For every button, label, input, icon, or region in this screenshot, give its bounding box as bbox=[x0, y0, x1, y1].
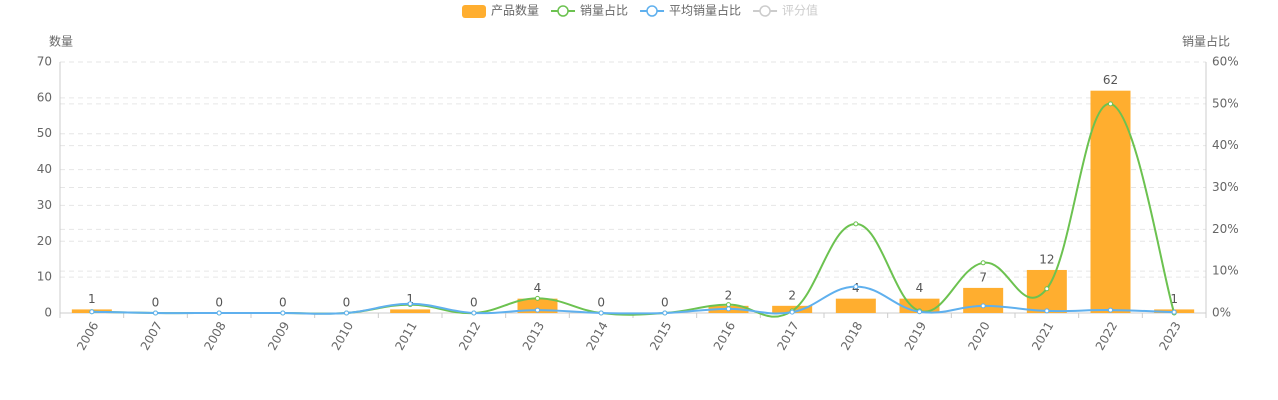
y-tick-label: 60 bbox=[37, 90, 52, 104]
x-tick-label: 2018 bbox=[838, 319, 865, 352]
x-tick-label: 2023 bbox=[1156, 319, 1183, 352]
legend-label: 销量占比 bbox=[580, 3, 628, 18]
data-label: 1 bbox=[406, 292, 414, 306]
y-tick-label: 40 bbox=[37, 162, 52, 176]
x-tick-label: 2016 bbox=[711, 319, 738, 352]
x-tick-label: 2020 bbox=[965, 319, 992, 352]
x-tick-label: 2010 bbox=[329, 319, 356, 352]
legend-swatch bbox=[462, 5, 486, 18]
data-label: 12 bbox=[1039, 252, 1054, 266]
line-point bbox=[980, 303, 986, 309]
bar bbox=[1090, 90, 1131, 313]
y-tick-label: 70 bbox=[37, 55, 52, 69]
y-axis-name: 数量 bbox=[49, 34, 73, 49]
y-tick-label: 10 bbox=[37, 270, 52, 284]
legend: 产品数量 销量占比 平均销量占比 评分值 bbox=[462, 3, 818, 19]
line-point bbox=[153, 310, 158, 316]
y2-tick-label: 50% bbox=[1212, 96, 1239, 110]
legend-item[interactable]: 评分值 bbox=[753, 3, 818, 18]
line-point bbox=[1171, 309, 1177, 315]
x-tick-label: 2019 bbox=[902, 319, 929, 352]
legend-item[interactable]: 产品数量 bbox=[462, 3, 539, 19]
line-point bbox=[789, 309, 795, 315]
legend-label: 评分值 bbox=[782, 3, 818, 18]
line-point bbox=[535, 295, 540, 301]
data-label: 0 bbox=[470, 296, 478, 310]
line-point bbox=[280, 310, 286, 316]
data-label: 0 bbox=[661, 296, 669, 310]
line-point bbox=[471, 310, 477, 316]
x-tick-label: 2008 bbox=[201, 319, 228, 352]
y2-tick-label: 0% bbox=[1212, 306, 1231, 320]
legend-label: 平均销量占比 bbox=[669, 3, 741, 18]
y2-tick-label: 40% bbox=[1212, 138, 1239, 152]
data-label: 0 bbox=[215, 296, 223, 310]
legend-item[interactable]: 销量占比 bbox=[551, 3, 628, 18]
bar bbox=[963, 287, 1004, 313]
line-point bbox=[662, 310, 668, 316]
line bbox=[91, 102, 1176, 318]
x-tick-label: 2014 bbox=[583, 319, 610, 352]
line-point bbox=[1044, 286, 1050, 292]
y2-axis-name: 销量占比 bbox=[1182, 34, 1230, 49]
x-tick-label: 2021 bbox=[1029, 319, 1056, 352]
line-point bbox=[1108, 307, 1113, 313]
data-label: 2 bbox=[725, 288, 733, 302]
y2-tick-label: 60% bbox=[1212, 55, 1239, 69]
x-tick-label: 2012 bbox=[456, 319, 483, 352]
x-tick-label: 2007 bbox=[138, 319, 165, 352]
line-point bbox=[344, 310, 349, 316]
bar bbox=[835, 298, 876, 313]
line-point bbox=[1108, 101, 1113, 107]
line-point bbox=[853, 221, 859, 227]
x-tick-label: 2009 bbox=[265, 319, 292, 352]
line-point bbox=[535, 307, 540, 313]
line-point bbox=[726, 302, 731, 308]
legend-swatch bbox=[759, 5, 771, 17]
x-tick-label: 2017 bbox=[774, 319, 801, 352]
line-point bbox=[598, 310, 604, 316]
y2-tick-label: 30% bbox=[1212, 180, 1239, 194]
legend-label: 产品数量 bbox=[491, 3, 539, 18]
data-label: 0 bbox=[152, 296, 160, 310]
y2-tick-label: 10% bbox=[1212, 264, 1239, 278]
x-tick-label: 2011 bbox=[392, 319, 419, 352]
bar bbox=[390, 309, 431, 313]
y-tick-label: 30 bbox=[37, 198, 52, 212]
data-label: 4 bbox=[534, 281, 542, 295]
data-label: 2 bbox=[788, 288, 796, 302]
line bbox=[91, 285, 1175, 315]
data-label: 4 bbox=[916, 281, 924, 295]
line-point bbox=[407, 301, 413, 307]
y-tick-label: 0 bbox=[44, 306, 52, 320]
data-label: 0 bbox=[597, 296, 605, 310]
x-tick-label: 2006 bbox=[74, 319, 101, 352]
y-tick-label: 20 bbox=[37, 234, 52, 248]
legend-swatch bbox=[557, 5, 569, 17]
data-label: 1 bbox=[88, 292, 96, 306]
legend-item[interactable]: 平均销量占比 bbox=[640, 3, 741, 18]
line-point bbox=[1044, 308, 1050, 314]
line-point bbox=[726, 306, 731, 312]
bar bbox=[1026, 269, 1067, 313]
legend-swatch bbox=[646, 5, 658, 17]
data-label: 0 bbox=[279, 296, 287, 310]
x-tick-label: 2022 bbox=[1093, 319, 1120, 352]
data-label: 1 bbox=[1170, 292, 1178, 306]
line-point bbox=[216, 310, 222, 316]
line-point bbox=[89, 309, 95, 315]
y-tick-label: 50 bbox=[37, 126, 52, 140]
data-label: 7 bbox=[979, 270, 987, 284]
line-point bbox=[980, 260, 986, 266]
x-tick-label: 2015 bbox=[647, 319, 674, 352]
line-point bbox=[853, 284, 859, 290]
data-label: 0 bbox=[343, 296, 351, 310]
line-point bbox=[917, 309, 922, 315]
x-tick-label: 2013 bbox=[520, 319, 547, 352]
y2-tick-label: 20% bbox=[1212, 222, 1239, 236]
data-label: 62 bbox=[1103, 73, 1118, 87]
